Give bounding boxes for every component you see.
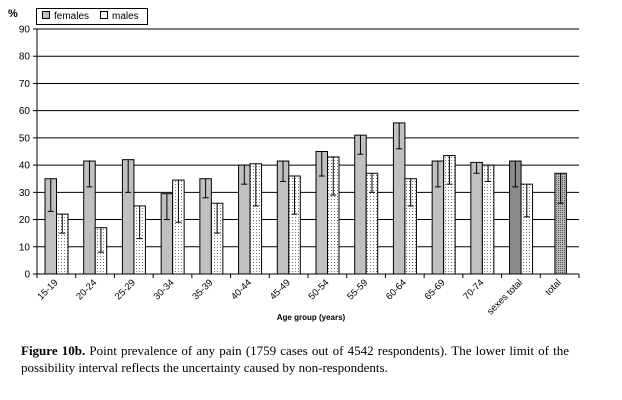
figure-caption: Figure 10b. Point prevalence of any pain… bbox=[21, 343, 569, 376]
x-axis-title: Age group (years) bbox=[276, 313, 346, 322]
error-bars bbox=[47, 122, 564, 253]
legend-swatch-females bbox=[42, 11, 50, 19]
x-tick-label: 50-54 bbox=[307, 277, 332, 302]
y-tick-label: 20 bbox=[19, 215, 31, 226]
bar-females bbox=[354, 134, 367, 275]
y-tick-label: 90 bbox=[19, 25, 31, 36]
y-tick-label: 10 bbox=[19, 242, 31, 253]
legend-label-females: females bbox=[54, 11, 90, 22]
y-tick-label: 60 bbox=[19, 106, 31, 117]
x-tick-label: 65-69 bbox=[423, 277, 448, 302]
y-unit-label: % bbox=[8, 8, 18, 20]
x-tick-label: 40-44 bbox=[229, 277, 254, 302]
y-tick-label: 50 bbox=[19, 133, 31, 144]
bars bbox=[44, 122, 567, 275]
x-tick-label: 15-19 bbox=[36, 277, 61, 302]
x-tick-label: 20-24 bbox=[74, 277, 99, 302]
x-tick-label: 55-59 bbox=[345, 277, 370, 302]
x-tick-label: 35-39 bbox=[190, 277, 215, 302]
caption-label: Figure 10b. bbox=[21, 343, 86, 358]
y-tick-label: 40 bbox=[19, 161, 31, 172]
x-tick-label: sexes total bbox=[485, 277, 525, 317]
x-tick-label: 30-34 bbox=[152, 277, 177, 302]
legend: females males bbox=[36, 8, 148, 25]
gridlines bbox=[37, 28, 579, 248]
legend-swatch-males bbox=[100, 11, 108, 19]
x-tick-label: 60-64 bbox=[384, 277, 409, 302]
y-tick-label: 80 bbox=[19, 52, 31, 63]
x-tick-label: total bbox=[543, 277, 563, 297]
y-tick-label: 30 bbox=[19, 188, 31, 199]
chart-area: 0 10 20 30 40 50 60 70 80 90 15-19 20-24 25-29 30-34 3… bbox=[19, 25, 580, 317]
y-tick-label: 0 bbox=[24, 270, 30, 281]
x-tick-label: 70-74 bbox=[461, 277, 486, 302]
x-tick-label: 25-29 bbox=[113, 277, 138, 302]
y-tick-label: 70 bbox=[19, 79, 31, 90]
x-tick-label: 45-49 bbox=[268, 277, 293, 302]
legend-label-males: males bbox=[112, 11, 139, 22]
caption-text: Point prevalence of any pain (1759 cases… bbox=[21, 343, 569, 375]
bar-females bbox=[470, 161, 483, 275]
